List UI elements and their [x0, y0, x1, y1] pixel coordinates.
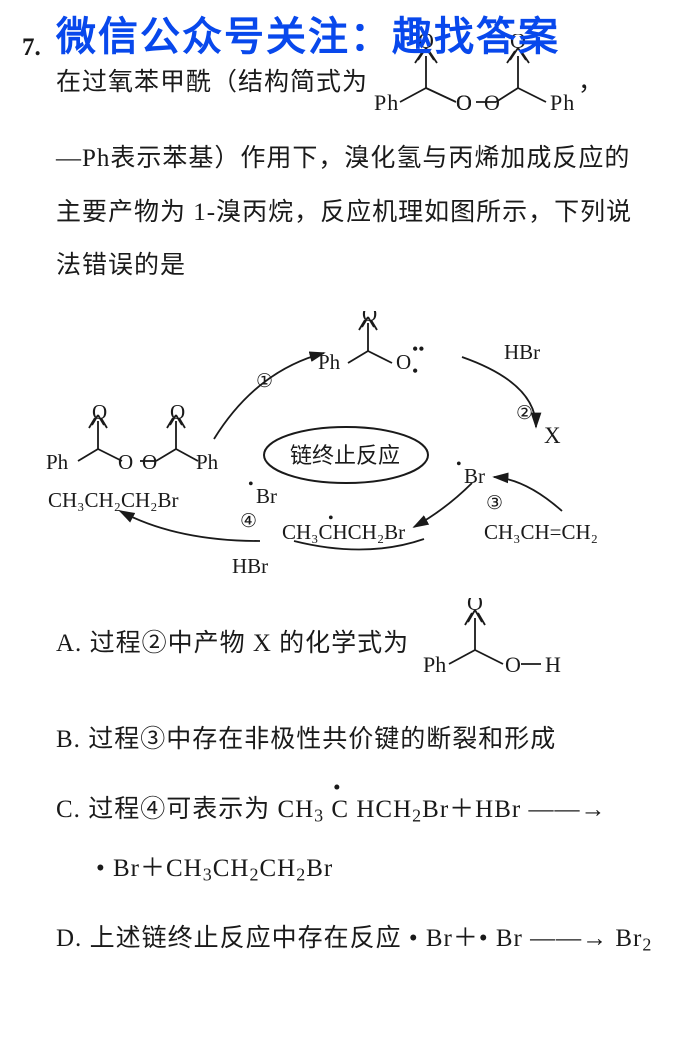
- svg-text:Ph: Ph: [46, 450, 69, 474]
- svg-text:O: O: [92, 400, 107, 424]
- svg-text:•: •: [328, 510, 334, 527]
- step-2-label: ②: [516, 403, 533, 424]
- question-number: 7.: [22, 34, 41, 62]
- svg-text:O: O: [118, 450, 133, 474]
- svg-text:CH₃CH=CH₂: CH₃CH=CH₂: [484, 520, 598, 544]
- step-1-label: ①: [256, 371, 273, 392]
- svg-text:HBr: HBr: [232, 554, 268, 578]
- question-block: 7. 在过氧苯甲酰（结构简式为: [22, 34, 678, 961]
- ph-label: Ph: [550, 90, 575, 112]
- svg-text:O: O: [142, 450, 157, 474]
- option-c: C. 过程④可表示为 CH3 C HCH2Br＋HBr ——→ • Br＋CH3…: [56, 789, 678, 890]
- svg-text:•: •: [412, 361, 418, 381]
- svg-text:•: •: [456, 456, 462, 473]
- stem-line-4: 法错误的是: [56, 239, 678, 293]
- svg-text:H: H: [545, 652, 561, 676]
- watermark-text: 微信公众号关注：趣找答案: [56, 4, 680, 62]
- svg-text:O: O: [467, 598, 483, 615]
- svg-text:O: O: [484, 90, 501, 112]
- svg-text:••: ••: [412, 339, 425, 359]
- stem-before-struct: 在过氧苯甲酰（结构简式为: [56, 56, 368, 110]
- options-block: A. 过程②中产物 X 的化学式为 Ph O O: [56, 598, 678, 961]
- step-3-label: ③: [486, 493, 503, 514]
- svg-text:Ph: Ph: [423, 652, 446, 676]
- stem-line-2: —Ph表示苯基）作用下，溴化氢与丙烯加成反应的: [56, 132, 678, 186]
- svg-text:Br: Br: [464, 464, 485, 488]
- svg-text:O: O: [396, 350, 411, 374]
- svg-text:Ph: Ph: [318, 350, 341, 374]
- svg-text:O: O: [456, 90, 473, 112]
- svg-text:O: O: [362, 311, 377, 326]
- option-d: D. 上述链终止反应中存在反应 • Br＋• Br ——→ Br2: [56, 918, 678, 961]
- svg-text:O: O: [170, 400, 185, 424]
- ph-label: Ph: [374, 90, 399, 112]
- svg-text:CH₃CHCH₂Br: CH₃CHCH₂Br: [282, 520, 405, 544]
- benzoic-acid-structure: Ph O O H: [419, 598, 575, 691]
- reaction-mechanism-diagram: Ph O O O O Ph Ph O O •• • HBr X Br • Br: [46, 311, 678, 584]
- question-stem: 在过氧苯甲酰（结构简式为: [56, 34, 678, 293]
- stem-comma: ，: [578, 56, 604, 110]
- svg-text:Br: Br: [256, 484, 277, 508]
- option-b: B. 过程③中存在非极性共价键的断裂和形成: [56, 719, 678, 762]
- option-a: A. 过程②中产物 X 的化学式为 Ph O O: [56, 598, 678, 691]
- step-4-label: ④: [240, 511, 257, 532]
- stem-line-3: 主要产物为 1-溴丙烷，反应机理如图所示，下列说: [56, 186, 678, 240]
- svg-text:Ph: Ph: [196, 450, 219, 474]
- svg-text:X: X: [544, 423, 561, 448]
- svg-text:O: O: [505, 652, 521, 676]
- svg-text:CH₃CH₂CH₂Br: CH₃CH₂CH₂Br: [48, 488, 178, 512]
- svg-text:HBr: HBr: [504, 340, 540, 364]
- svg-text:•: •: [248, 476, 254, 493]
- chain-termination-label: 链终止反应: [290, 443, 400, 468]
